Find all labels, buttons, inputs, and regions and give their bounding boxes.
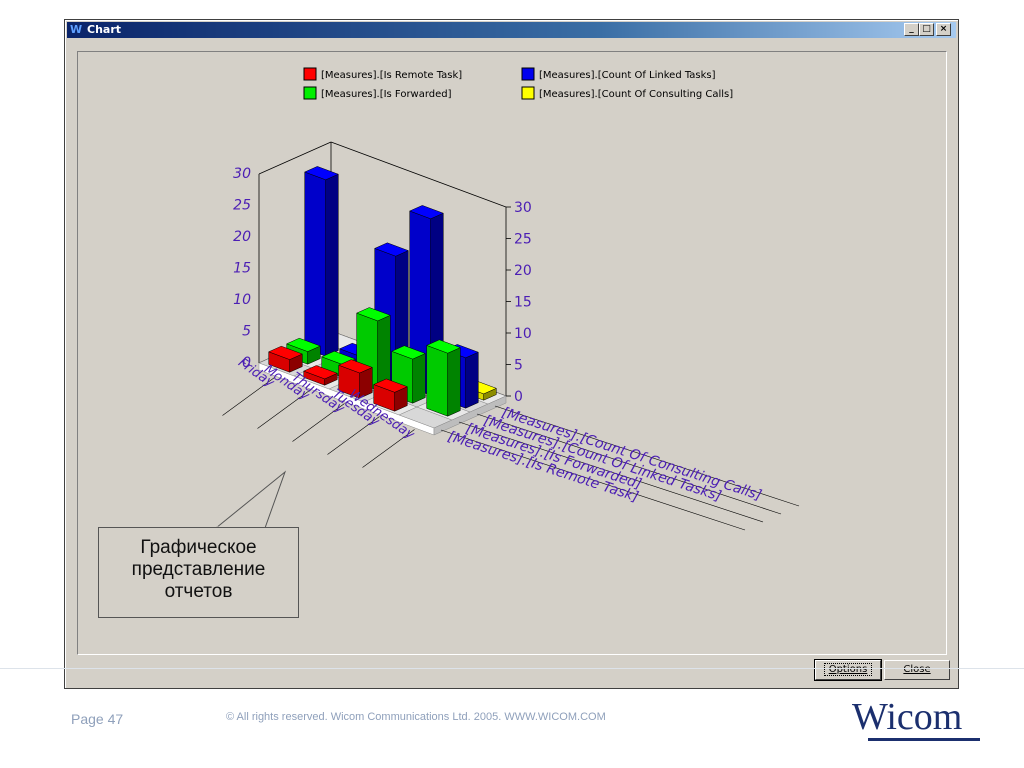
bar-side — [325, 173, 339, 357]
legend-label: [Measures].[Is Forwarded] — [321, 89, 452, 100]
depth-tick — [494, 405, 800, 507]
page-number: Page 47 — [71, 711, 124, 727]
wicom-logo: Wicom — [852, 696, 963, 738]
y-tick-right: 30 — [514, 200, 532, 216]
depth-tick — [440, 429, 746, 531]
callout-line-1: Графическое — [140, 537, 257, 558]
minimize-button[interactable]: _ — [904, 23, 919, 36]
app-logo-icon: W — [70, 23, 83, 36]
category-tick — [327, 416, 380, 455]
options-button[interactable]: Options — [814, 659, 882, 681]
legend-swatch — [303, 86, 317, 100]
bar-side — [465, 351, 479, 409]
bar-top — [321, 350, 356, 365]
bar-side — [377, 314, 391, 391]
bar-top — [374, 242, 409, 257]
close-button-label: Close — [903, 664, 931, 675]
category-tick — [222, 377, 275, 416]
floor-side-slab — [433, 395, 507, 436]
legend-label: [Measures].[Count Of Consulting Calls] — [539, 89, 733, 100]
close-window-button[interactable]: × — [936, 23, 951, 36]
legend-swatch — [303, 67, 317, 81]
depth-tick — [476, 413, 782, 515]
y-tick-left: 25 — [233, 198, 251, 214]
y-tick-left: 0 — [242, 355, 251, 371]
bar-top — [303, 365, 338, 380]
y-tick-left: 20 — [233, 229, 251, 245]
bar-top — [409, 205, 444, 220]
close-button[interactable]: Close — [884, 660, 950, 680]
bar-top — [338, 359, 373, 374]
chart-window: W Chart _ □ × [Measures].[Is Remote Task… — [64, 19, 959, 689]
bar-top — [373, 378, 408, 393]
back-wall-top — [330, 141, 507, 208]
bar-top — [268, 345, 303, 360]
y-tick-right: 10 — [514, 326, 532, 342]
y-tick-left: 30 — [233, 166, 251, 182]
legend-label: [Measures].[Count Of Linked Tasks] — [539, 70, 716, 81]
callout-line-3: отчетов — [164, 581, 233, 602]
footer-divider — [0, 668, 1024, 669]
bar-top — [304, 166, 339, 181]
bar-front — [304, 171, 326, 357]
maximize-button[interactable]: □ — [919, 23, 934, 36]
logo-underline — [868, 738, 980, 741]
chart-panel: [Measures].[Is Remote Task] [Measures].[C… — [77, 51, 947, 655]
bar-top — [286, 337, 321, 352]
bar-top — [391, 345, 426, 360]
y-tick-right: 20 — [514, 263, 532, 279]
bar-top — [356, 307, 391, 322]
bar-top — [426, 339, 461, 354]
legend-swatch — [521, 86, 535, 100]
bar-side — [447, 347, 461, 417]
depth-tick — [458, 421, 764, 523]
options-button-label: Options — [823, 663, 873, 676]
category-tick — [362, 429, 415, 468]
window-title: Chart — [87, 23, 122, 36]
y-tick-right: 25 — [514, 232, 532, 248]
y-tick-left: 15 — [233, 261, 251, 277]
category-tick — [292, 403, 345, 442]
copyright-text: © All rights reserved. Wicom Communicati… — [226, 711, 606, 723]
y-tick-right: 5 — [514, 358, 523, 374]
callout-line-2: представление — [131, 559, 266, 580]
y-tick-left: 10 — [233, 292, 251, 308]
category-tick — [257, 390, 310, 429]
bar-side — [412, 353, 426, 404]
legend-swatch — [521, 67, 535, 81]
y-tick-left: 5 — [242, 324, 251, 340]
callout-box: Графическое представление отчетов — [98, 527, 299, 618]
left-wall-top — [258, 141, 332, 175]
y-tick-right: 15 — [514, 295, 532, 311]
y-tick-right: 0 — [514, 389, 523, 405]
bar-chart-3d: [Measures].[Is Remote Task] [Measures].[C… — [222, 67, 800, 531]
title-bar[interactable]: W Chart _ □ × — [67, 22, 956, 38]
bar-front — [426, 345, 448, 417]
legend-label: [Measures].[Is Remote Task] — [321, 70, 462, 81]
